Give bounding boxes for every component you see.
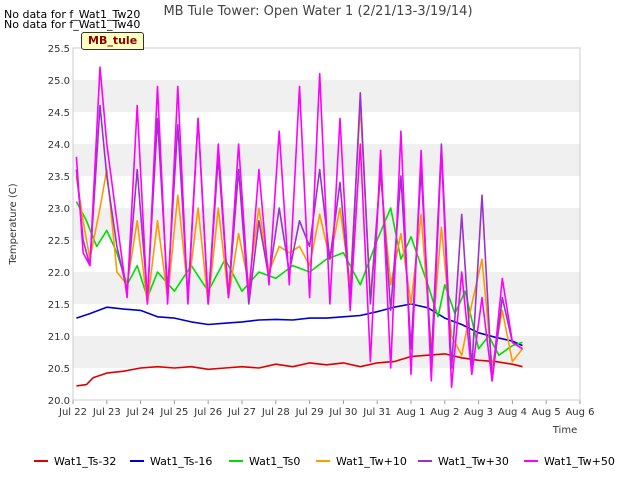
- x-tick-label: Aug 4: [498, 407, 527, 418]
- x-tick-label: Jul 31: [362, 407, 391, 418]
- legend-label: Wat1_Ts-16: [150, 454, 213, 468]
- series-line-wat1-ts-16: [76, 303, 523, 347]
- x-tick-label: Jul 26: [193, 407, 222, 418]
- x-tick-label: Jul 30: [328, 407, 357, 418]
- legend-item: Wat1_Ts-32: [34, 452, 116, 470]
- legend-item: Wat1_Tw+50: [524, 452, 615, 470]
- y-tick-label: 21.5: [48, 300, 70, 311]
- no-data-notice-1: No data for f_Wat1_Tw20: [4, 8, 141, 21]
- x-tick-label: Jul 29: [295, 407, 324, 418]
- x-tick-label: Jul 24: [126, 407, 155, 418]
- x-tick-label: Aug 3: [464, 407, 493, 418]
- y-axis: 20.0 20.5 21.0 21.5 22.0 22.5 23.0 23.5 24.0 24.5…: [48, 44, 70, 407]
- legend: Wat1_Ts-32 Wat1_Ts-16 Wat1_Ts0 Wat1_Tw+10 Wa…: [0, 452, 640, 470]
- legend-swatch: [316, 460, 330, 462]
- y-tick-label: 24.5: [48, 108, 70, 119]
- x-tick-label: Jul 27: [227, 407, 256, 418]
- legend-label: Wat1_Tw+10: [336, 454, 407, 468]
- legend-label: Wat1_Ts-32: [54, 454, 117, 468]
- x-tick-label: Aug 2: [430, 407, 459, 418]
- legend-item: Wat1_Ts-16: [130, 452, 212, 470]
- series-lines: [75, 66, 524, 389]
- legend-label: Wat1_Ts0: [249, 454, 301, 468]
- x-tick-label: Jul 28: [261, 407, 290, 418]
- y-tick-label: 23.0: [48, 204, 70, 215]
- legend-swatch: [418, 460, 432, 462]
- legend-item: Wat1_Tw+10: [316, 452, 407, 470]
- legend-item: Wat1_Ts0: [229, 452, 300, 470]
- y-tick-label: 23.5: [48, 172, 70, 183]
- y-tick-label: 22.0: [48, 268, 70, 279]
- plot-area-frame: [72, 47, 581, 401]
- y-tick-label: 24.0: [48, 140, 70, 151]
- y-tick-label: 22.5: [48, 236, 70, 247]
- x-tick-label: Aug 6: [565, 407, 594, 418]
- grid-band: [73, 80, 580, 112]
- grid-band: [73, 272, 580, 304]
- x-axis: Jul 22 Jul 23 Jul 24 Jul 25 Jul 26 Jul 27 Jul …: [58, 400, 595, 418]
- legend-swatch: [229, 460, 243, 462]
- y-tick-label: 20.0: [48, 396, 70, 407]
- x-tick-label: Aug 5: [532, 407, 561, 418]
- x-tick-label: Jul 25: [159, 407, 188, 418]
- chart-title: MB Tule Tower: Open Water 1 (2/21/13-3/1…: [163, 4, 472, 19]
- y-tick-label: 21.0: [48, 332, 70, 343]
- x-axis-label: Time: [552, 425, 577, 436]
- legend-swatch: [130, 460, 144, 462]
- legend-item: Wat1_Tw+30: [418, 452, 509, 470]
- series-line-wat1-tw-50: [75, 66, 523, 389]
- x-tick-label: Jul 22: [58, 407, 87, 418]
- y-axis-label: Temperature (C): [8, 183, 19, 265]
- y-tick-label: 25.0: [48, 76, 70, 87]
- x-tick-label: Jul 23: [92, 407, 121, 418]
- y-tick-label: 20.5: [48, 364, 70, 375]
- legend-label: Wat1_Tw+50: [544, 454, 615, 468]
- x-tick-label: Aug 1: [396, 407, 425, 418]
- y-tick-label: 25.5: [48, 44, 70, 55]
- site-badge: MB_tule: [81, 32, 145, 50]
- legend-label: Wat1_Tw+30: [438, 454, 509, 468]
- grid-band: [73, 144, 580, 176]
- legend-swatch: [524, 460, 538, 462]
- no-data-notice-2: No data for f_Wat1_Tw40: [4, 18, 141, 31]
- legend-swatch: [34, 460, 48, 462]
